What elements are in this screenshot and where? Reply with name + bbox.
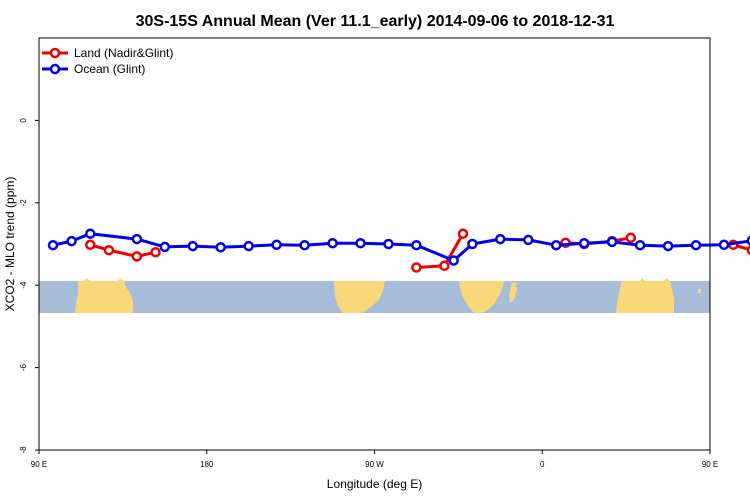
x-axis-label: Longitude (deg E): [327, 477, 422, 491]
ocean-data-point: [523, 234, 534, 246]
land-data-point: [411, 262, 422, 273]
ocean-data-point: [634, 239, 646, 251]
ocean-data-point: [85, 228, 96, 239]
x-tick-label: 180: [200, 460, 214, 469]
land-data-point: [625, 232, 637, 244]
ocean-data-point: [606, 236, 618, 248]
ocean-data-point: [299, 239, 310, 251]
y-axis-label: XCO2 - MLO trend (ppm): [3, 177, 17, 312]
ocean-data-point: [662, 240, 674, 252]
x-tick-label: 90 E: [31, 460, 47, 469]
land-data-point: [746, 245, 750, 256]
chart-title: 30S-15S Annual Mean (Ver 11.1_early) 201…: [136, 13, 615, 30]
land-series-line: [732, 243, 750, 252]
x-tick-label: 0: [540, 460, 545, 469]
ocean-data-point: [718, 239, 730, 251]
ocean-data-point: [690, 239, 702, 251]
y-tick-label: -2: [19, 199, 28, 207]
y-tick-label: -6: [19, 363, 28, 371]
series-layer: [47, 228, 750, 273]
legend-land-marker: [49, 47, 61, 59]
ocean-data-point: [66, 235, 77, 247]
ocean-data-point: [578, 237, 590, 249]
ocean-data-point: [411, 239, 422, 251]
land-data-point: [439, 260, 450, 272]
x-tick-label: 90 E: [702, 460, 718, 469]
land-series-line: [89, 243, 156, 258]
ocean-data-point: [47, 239, 59, 251]
legend-land-label: Land (Nadir&Glint): [74, 46, 173, 60]
land-data-point: [150, 246, 161, 258]
y-tick-label: 0: [19, 118, 28, 123]
ocean-data-point: [550, 239, 562, 251]
ocean-data-point: [355, 237, 366, 249]
ocean-data-point: [495, 233, 506, 245]
land-data-point: [457, 228, 469, 239]
ocean-data-point: [746, 235, 750, 246]
land-data-point: [85, 239, 96, 251]
y-tick-label: -4: [19, 281, 28, 289]
ocean-data-point: [215, 242, 226, 253]
ocean-data-point: [448, 255, 459, 266]
x-tick-label: 90 W: [365, 460, 384, 469]
legend: Land (Nadir&Glint) Ocean (Glint): [42, 46, 173, 76]
plot-frame: [38, 37, 711, 451]
ocean-data-point: [467, 238, 478, 250]
legend-ocean-marker: [49, 63, 61, 75]
legend-ocean-label: Ocean (Glint): [74, 62, 145, 76]
ocean-data-point: [327, 237, 338, 249]
ocean-data-point: [159, 241, 171, 253]
ocean-data-point: [187, 240, 199, 252]
land-data-point: [103, 244, 115, 256]
land-ocean-map-band: [39, 278, 710, 313]
y-tick-label: -8: [19, 446, 28, 454]
ocean-data-point: [383, 238, 394, 250]
ocean-data-point: [243, 240, 254, 252]
ocean-data-point: [131, 233, 143, 245]
land-data-point: [131, 251, 143, 262]
ocean-data-point: [271, 239, 282, 251]
